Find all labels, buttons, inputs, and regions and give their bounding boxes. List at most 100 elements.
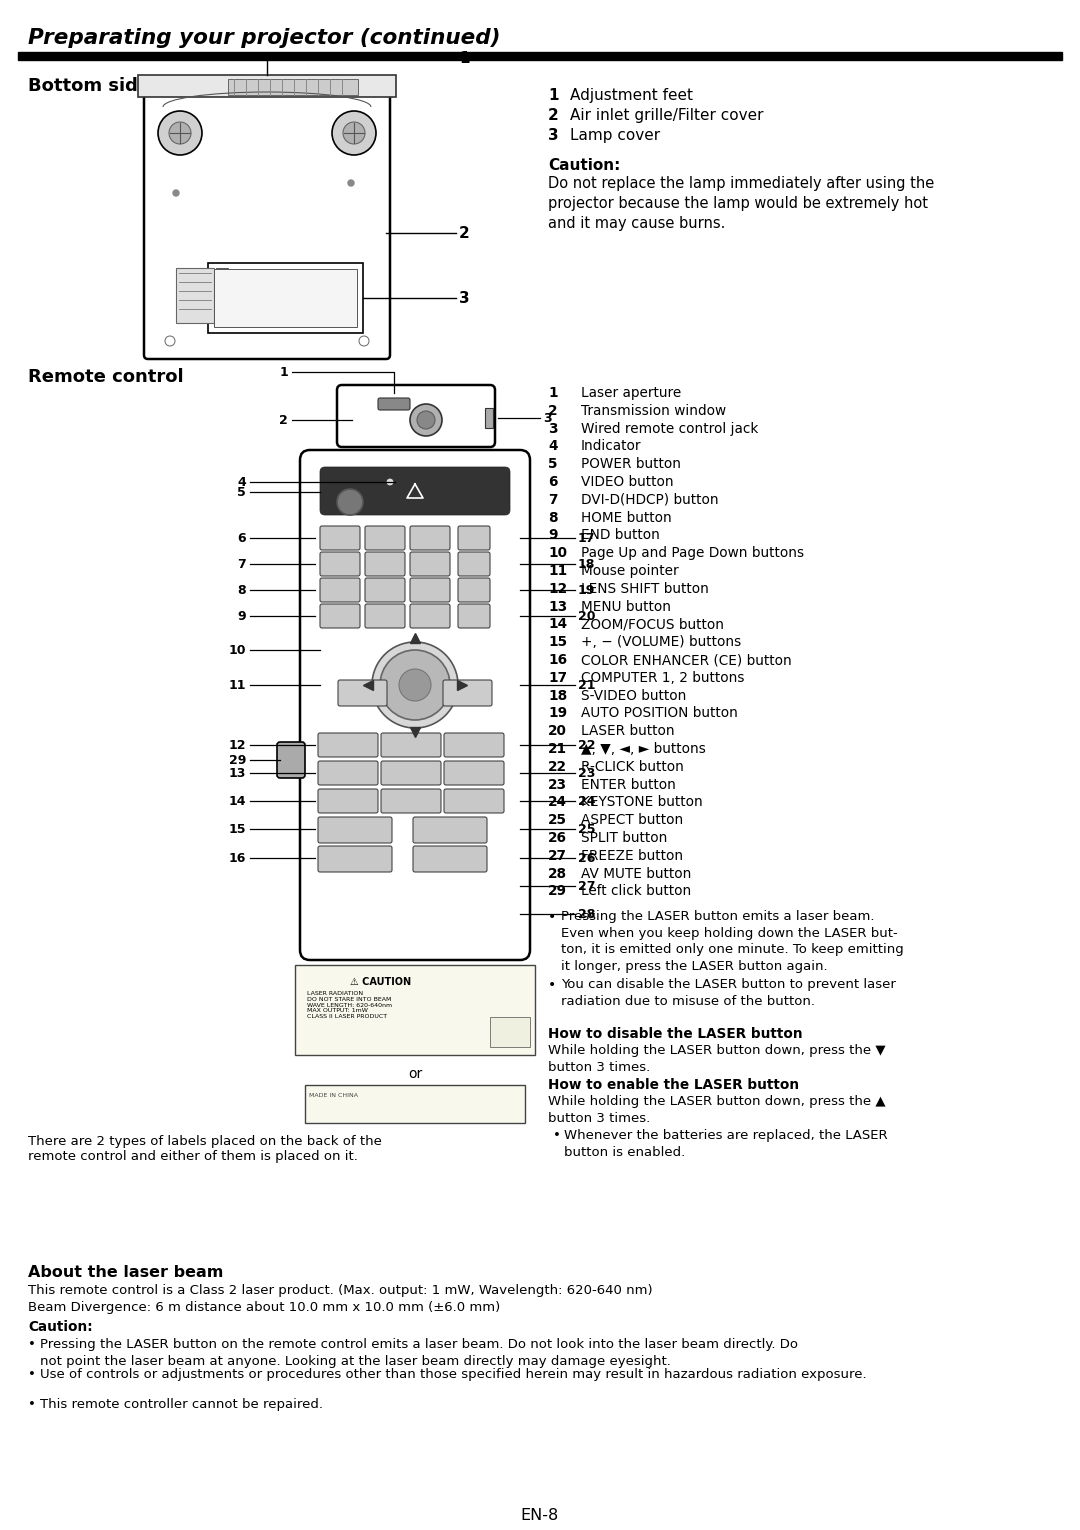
Text: 26: 26 xyxy=(548,831,567,845)
Bar xyxy=(18,52,1062,60)
FancyBboxPatch shape xyxy=(318,789,378,812)
Text: or: or xyxy=(408,1066,422,1082)
Text: 2: 2 xyxy=(548,404,557,418)
Text: 28: 28 xyxy=(578,907,595,921)
FancyBboxPatch shape xyxy=(144,89,390,360)
FancyBboxPatch shape xyxy=(318,817,392,843)
Text: END button: END button xyxy=(581,528,660,543)
Text: There are 2 types of labels placed on the back of the
remote control and either : There are 2 types of labels placed on th… xyxy=(28,1135,382,1163)
Text: AUTO POSITION button: AUTO POSITION button xyxy=(581,707,738,721)
Text: Caution:: Caution: xyxy=(28,1320,93,1334)
Text: POWER button: POWER button xyxy=(581,457,681,471)
FancyBboxPatch shape xyxy=(318,733,378,757)
Text: •: • xyxy=(28,1368,36,1382)
Text: 3: 3 xyxy=(548,129,558,142)
Text: While holding the LASER button down, press the ▲
button 3 times.: While holding the LASER button down, pre… xyxy=(548,1095,886,1125)
FancyBboxPatch shape xyxy=(381,733,441,757)
Text: 15: 15 xyxy=(548,635,567,649)
Text: About the laser beam: About the laser beam xyxy=(28,1265,224,1281)
Text: How to enable the LASER button: How to enable the LASER button xyxy=(548,1079,799,1092)
FancyBboxPatch shape xyxy=(413,846,487,872)
Text: 2: 2 xyxy=(548,109,558,122)
Text: 2: 2 xyxy=(459,225,470,240)
FancyBboxPatch shape xyxy=(365,604,405,627)
FancyBboxPatch shape xyxy=(413,817,487,843)
Text: This remote control is a Class 2 laser product. (Max. output: 1 mW, Wavelength: : This remote control is a Class 2 laser p… xyxy=(28,1284,652,1314)
FancyBboxPatch shape xyxy=(320,578,360,601)
Circle shape xyxy=(173,190,179,196)
Text: 25: 25 xyxy=(578,823,595,835)
FancyBboxPatch shape xyxy=(458,604,490,627)
Text: 3: 3 xyxy=(548,422,557,436)
Text: 1: 1 xyxy=(548,386,557,399)
Text: How to disable the LASER button: How to disable the LASER button xyxy=(548,1027,802,1042)
Circle shape xyxy=(399,669,431,701)
Bar xyxy=(214,269,357,327)
Text: 27: 27 xyxy=(578,880,595,892)
Bar xyxy=(216,268,228,288)
Bar xyxy=(490,1017,530,1047)
Circle shape xyxy=(168,122,191,144)
Circle shape xyxy=(158,112,202,155)
Text: Air inlet grille/Filter cover: Air inlet grille/Filter cover xyxy=(570,109,764,122)
Text: Wired remote control jack: Wired remote control jack xyxy=(581,422,758,436)
Text: 23: 23 xyxy=(578,767,595,779)
FancyBboxPatch shape xyxy=(410,578,450,601)
Circle shape xyxy=(372,643,458,728)
FancyBboxPatch shape xyxy=(378,398,410,410)
Text: You can disable the LASER button to prevent laser
radiation due to misuse of the: You can disable the LASER button to prev… xyxy=(561,978,896,1008)
FancyBboxPatch shape xyxy=(444,760,504,785)
Circle shape xyxy=(348,181,354,187)
Text: 24: 24 xyxy=(578,794,595,808)
Text: Pressing the LASER button emits a laser beam.
Even when you keep holding down th: Pressing the LASER button emits a laser … xyxy=(561,910,904,973)
Text: 1: 1 xyxy=(548,89,558,103)
Text: HOME button: HOME button xyxy=(581,511,672,525)
FancyBboxPatch shape xyxy=(458,578,490,601)
Text: •: • xyxy=(553,1129,561,1143)
FancyBboxPatch shape xyxy=(365,552,405,575)
Text: ⚠ CAUTION: ⚠ CAUTION xyxy=(350,978,411,987)
Text: 21: 21 xyxy=(548,742,567,756)
Text: 29: 29 xyxy=(548,884,567,898)
Text: MENU button: MENU button xyxy=(581,600,671,614)
Text: 16: 16 xyxy=(548,653,567,667)
Text: 11: 11 xyxy=(548,565,567,578)
Text: 6: 6 xyxy=(238,531,246,545)
Text: 21: 21 xyxy=(578,678,595,692)
FancyBboxPatch shape xyxy=(443,679,492,705)
Text: FREEZE button: FREEZE button xyxy=(581,849,684,863)
Text: 8: 8 xyxy=(238,583,246,597)
Text: Left click button: Left click button xyxy=(581,884,691,898)
FancyBboxPatch shape xyxy=(410,604,450,627)
Text: 9: 9 xyxy=(548,528,557,543)
FancyBboxPatch shape xyxy=(276,742,305,777)
Text: 7: 7 xyxy=(238,557,246,571)
Bar xyxy=(295,965,535,1056)
Circle shape xyxy=(359,337,369,346)
Text: ASPECT button: ASPECT button xyxy=(581,814,684,828)
Bar xyxy=(485,409,492,428)
Text: 14: 14 xyxy=(229,794,246,808)
Text: Adjustment feet: Adjustment feet xyxy=(570,89,693,103)
Circle shape xyxy=(410,404,442,436)
Text: COLOR ENHANCER (CE) button: COLOR ENHANCER (CE) button xyxy=(581,653,792,667)
Text: 15: 15 xyxy=(229,823,246,835)
Text: Page Up and Page Down buttons: Page Up and Page Down buttons xyxy=(581,546,805,560)
Text: •: • xyxy=(548,978,556,991)
Text: S-VIDEO button: S-VIDEO button xyxy=(581,688,687,702)
Text: Pressing the LASER button on the remote control emits a laser beam. Do not look : Pressing the LASER button on the remote … xyxy=(40,1339,798,1368)
Text: KEYSTONE button: KEYSTONE button xyxy=(581,796,703,809)
Text: 7: 7 xyxy=(548,493,557,506)
FancyBboxPatch shape xyxy=(365,526,405,549)
Text: 26: 26 xyxy=(578,852,595,864)
Bar xyxy=(305,1085,525,1123)
Circle shape xyxy=(343,122,365,144)
Text: 22: 22 xyxy=(578,739,595,751)
Text: 28: 28 xyxy=(548,866,567,881)
Text: Transmission window: Transmission window xyxy=(581,404,726,418)
Text: Do not replace the lamp immediately after using the
projector because the lamp w: Do not replace the lamp immediately afte… xyxy=(548,176,934,231)
FancyBboxPatch shape xyxy=(365,578,405,601)
Text: 20: 20 xyxy=(578,609,595,623)
Text: •: • xyxy=(548,910,556,924)
Text: EN-8: EN-8 xyxy=(521,1509,559,1522)
